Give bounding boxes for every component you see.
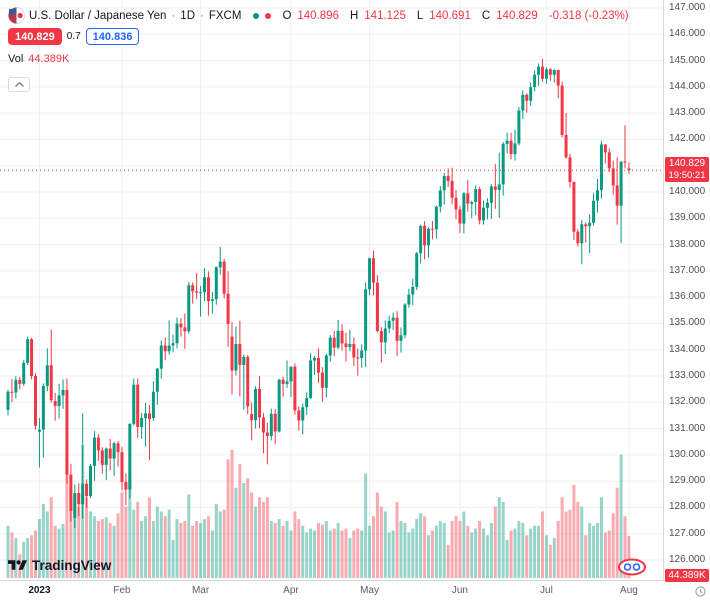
time-axis-label: Mar (191, 585, 210, 596)
last-price-value: 140.829 (668, 158, 706, 170)
trade-buttons-row: 140.829 0.7 140.836 (8, 28, 140, 45)
timezone-clock-icon[interactable] (695, 584, 706, 600)
price-axis-label: 129.000 (669, 475, 706, 487)
red-status-dot-icon (265, 12, 272, 19)
usd-jpy-flag-icon (8, 7, 25, 24)
exchange-label[interactable]: FXCM (208, 9, 242, 22)
time-axis-label: 2023 (28, 585, 51, 596)
price-axis[interactable]: 140.829 19:50:21 44.389K 147.000 146.000 1… (663, 0, 710, 582)
volume-value: 44.389K (28, 53, 70, 65)
symbol-legend-row: U.S. Dollar / Japanese Yen · 1D · FXCM O… (8, 7, 629, 24)
interval-label[interactable]: 1D (180, 9, 195, 22)
price-axis-label: 127.000 (669, 527, 706, 539)
candlestick-chart[interactable] (0, 0, 663, 580)
time-axis-label: Jul (540, 585, 553, 596)
buy-button[interactable]: 140.836 (85, 28, 140, 45)
last-price-tag: 140.829 19:50:21 (665, 157, 709, 183)
tradingview-logo-icon (8, 560, 27, 570)
time-axis-label: Apr (283, 585, 299, 596)
price-axis-label: 131.000 (669, 422, 706, 434)
close-label: C (481, 9, 491, 22)
close-value: 140.829 (496, 9, 538, 22)
price-axis-label: 147.000 (669, 2, 706, 13)
tradingview-logo[interactable]: TradingView (8, 558, 111, 573)
time-axis-label: Jun (451, 585, 468, 596)
broker-logo-icon[interactable] (617, 558, 647, 581)
price-axis-label: 130.000 (669, 448, 706, 460)
price-axis-label: 135.000 (669, 317, 706, 329)
low-label: L (416, 9, 424, 22)
price-axis-label: 139.000 (669, 212, 706, 224)
price-chart-pane[interactable]: U.S. Dollar / Japanese Yen · 1D · FXCM O… (0, 0, 663, 580)
price-axis-label: 140.000 (669, 186, 706, 197)
tradingview-logo-text: TradingView (32, 558, 112, 573)
volume-legend-row: Vol 44.389K (8, 53, 69, 65)
green-status-dot-icon (253, 12, 260, 19)
price-axis-label: 137.000 (669, 264, 706, 276)
time-axis-label: Aug (620, 585, 638, 596)
price-axis-label: 142.000 (669, 133, 706, 145)
low-value: 140.691 (429, 9, 471, 22)
volume-label: Vol (8, 53, 24, 65)
price-axis-label: 134.000 (669, 343, 706, 355)
price-axis-label: 136.000 (669, 291, 706, 303)
time-axis[interactable]: 2023 Feb Mar Apr May Jun Jul Aug (0, 580, 710, 600)
price-axis-label: 145.000 (669, 54, 706, 66)
symbol-title[interactable]: U.S. Dollar / Japanese Yen (29, 9, 167, 22)
price-axis-label: 146.000 (669, 28, 706, 40)
sell-button[interactable]: 140.829 (8, 28, 62, 45)
bar-countdown: 19:50:21 (668, 170, 706, 182)
high-label: H (349, 9, 359, 22)
high-value: 141.125 (364, 9, 406, 22)
volume-axis-tag: 44.389K (665, 569, 709, 582)
chevron-up-icon (14, 82, 24, 87)
legend-separator: · (171, 9, 176, 22)
change-value: -0.318 (-0.23%) (548, 9, 629, 22)
time-axis-label: May (360, 585, 379, 596)
price-axis-label: 138.000 (669, 238, 706, 250)
price-axis-label: 144.000 (669, 80, 706, 92)
price-axis-label: 128.000 (669, 501, 706, 513)
open-label: O (282, 9, 292, 22)
legend-separator: · (200, 9, 204, 22)
legend-collapse-row (8, 77, 30, 92)
price-axis-label: 132.000 (669, 396, 706, 408)
price-axis-label: 143.000 (669, 107, 706, 119)
price-axis-label: 126.000 (669, 554, 706, 565)
spread-value: 0.7 (66, 31, 81, 42)
time-axis-label: Feb (113, 585, 131, 596)
open-value: 140.896 (297, 9, 339, 22)
legend-collapse-button[interactable] (8, 77, 30, 92)
price-axis-label: 133.000 (669, 370, 706, 381)
